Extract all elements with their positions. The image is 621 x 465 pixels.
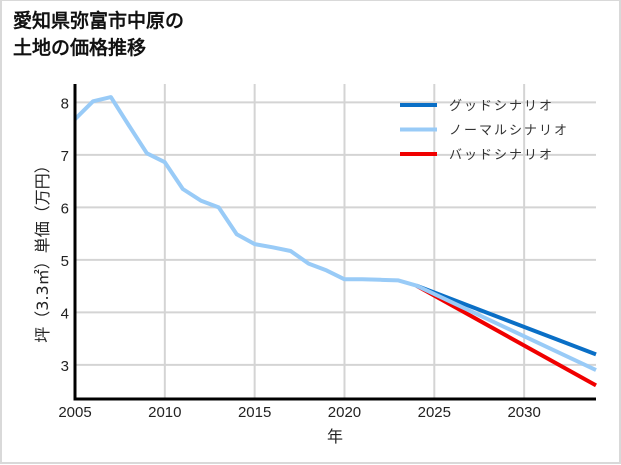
chart-title: 愛知県弥富市中原の 土地の価格推移 [13, 10, 185, 59]
y-tick-label: 6 [61, 200, 69, 217]
axes [73, 84, 596, 401]
y-tick-label: 4 [61, 305, 69, 322]
x-axis-label: 年 [327, 427, 343, 446]
data-lines [73, 95, 597, 388]
legend-label: バッドシナリオ [449, 148, 554, 163]
x-tick-label: 2010 [148, 404, 181, 421]
series-line [73, 95, 597, 372]
x-tick-label: 2015 [238, 404, 271, 421]
y-tick-label: 5 [61, 253, 69, 270]
tick-labels: 2005 2010 2015 2020 2025 2030 3 4 5 6 7 8 [58, 95, 541, 421]
x-tick-label: 2030 [507, 404, 540, 421]
y-tick-label: 3 [61, 358, 69, 375]
legend-label: グッドシナリオ [449, 99, 554, 114]
x-tick-label: 2005 [58, 404, 91, 421]
series-line [415, 283, 597, 388]
x-tick-label: 2020 [328, 404, 361, 421]
legend-label: ノーマルシナリオ [449, 124, 569, 139]
y-tick-label: 7 [61, 148, 69, 165]
series-line [415, 283, 597, 357]
x-tick-label: 2025 [418, 404, 451, 421]
y-axis-label: 坪（3.3㎡）単価（万円） [33, 157, 52, 342]
y-tick-label: 8 [61, 95, 69, 112]
